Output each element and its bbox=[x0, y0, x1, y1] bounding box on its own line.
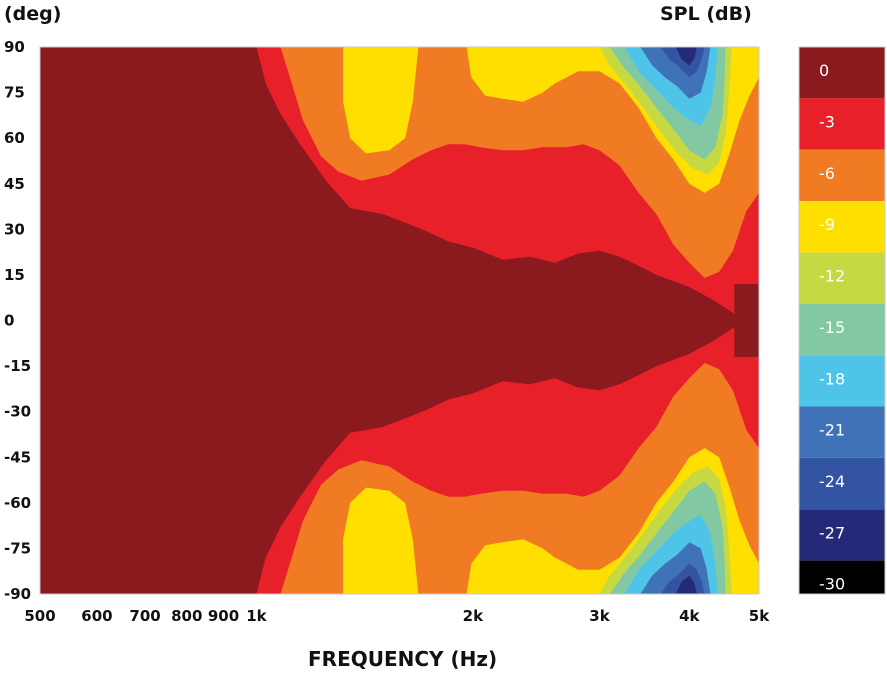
x-tick-label: 800 bbox=[171, 607, 202, 625]
x-tick-label: 500 bbox=[24, 607, 55, 625]
contour-level--27-top bbox=[675, 47, 697, 66]
colorbar-tick-label: -21 bbox=[819, 421, 845, 440]
colorbar: 0 -3 -6 -9 -12 -15 -18 -21 -24 -27 -30 bbox=[798, 46, 886, 595]
colorbar-swatch bbox=[799, 252, 885, 304]
contour-level--9-bottom bbox=[343, 487, 419, 594]
y-tick-label: -45 bbox=[4, 448, 31, 466]
colorbar-tick-label: -18 bbox=[819, 369, 845, 388]
colorbar-tick-label: -27 bbox=[819, 523, 845, 542]
colorbar-swatch bbox=[799, 406, 885, 458]
colorbar-swatch bbox=[799, 47, 885, 99]
x-tick-label: 900 bbox=[208, 607, 239, 625]
colorbar-swatch bbox=[799, 457, 885, 510]
x-tick-label: 600 bbox=[81, 607, 112, 625]
x-tick-label: 2k bbox=[463, 607, 484, 625]
plot-frame bbox=[39, 46, 760, 595]
colorbar-tick-label: -15 bbox=[819, 318, 845, 337]
colorbar-tick-label: 0 bbox=[819, 61, 829, 80]
colorbar-tick-label: -3 bbox=[819, 112, 835, 131]
colorbar-tick-label: -30 bbox=[819, 575, 845, 594]
colorbar-tick-label: -6 bbox=[819, 164, 835, 183]
y-tick-label: -90 bbox=[4, 585, 31, 603]
y-tick-label: 15 bbox=[4, 266, 25, 284]
x-axis-label: FREQUENCY (Hz) bbox=[308, 647, 498, 671]
y-axis-label: (deg) bbox=[4, 3, 62, 25]
colorbar-swatch bbox=[799, 509, 885, 561]
y-tick-label: 90 bbox=[4, 38, 25, 56]
colorbar-tick-label: -24 bbox=[819, 472, 845, 491]
y-tick-label: 30 bbox=[4, 220, 25, 238]
contour-level--27-bottom bbox=[675, 575, 697, 594]
x-axis-ticks: 500 600 700 800 900 1k 2k 3k 4k 5k bbox=[24, 607, 770, 625]
y-tick-label: 60 bbox=[4, 129, 25, 147]
plot-area bbox=[40, 47, 759, 594]
x-tick-label: 1k bbox=[246, 607, 267, 625]
y-tick-label: -75 bbox=[4, 539, 31, 557]
colorbar-tick-label: -9 bbox=[819, 215, 835, 234]
y-tick-label: -15 bbox=[4, 357, 31, 375]
y-tick-label: 0 bbox=[4, 312, 14, 330]
contour-level--9-top bbox=[343, 47, 419, 154]
colorbar-swatch bbox=[799, 201, 885, 253]
colorbar-label: SPL (dB) bbox=[660, 3, 752, 25]
x-tick-label: 700 bbox=[129, 607, 160, 625]
colorbar-frame bbox=[798, 46, 886, 595]
x-tick-label: 3k bbox=[589, 607, 610, 625]
y-axis-ticks: 90 75 60 45 30 15 0 -15 -30 -45 -60 -75 -90 bbox=[4, 38, 31, 603]
y-tick-label: 75 bbox=[4, 84, 25, 102]
y-tick-label: 45 bbox=[4, 175, 25, 193]
x-tick-label: 5k bbox=[749, 607, 770, 625]
colorbar-swatch bbox=[799, 355, 885, 407]
colorbar-swatch bbox=[799, 303, 885, 356]
x-tick-label: 4k bbox=[679, 607, 700, 625]
colorbar-swatch bbox=[799, 98, 885, 150]
y-tick-label: -60 bbox=[4, 494, 31, 512]
colorbar-swatch bbox=[799, 149, 885, 202]
y-tick-label: -30 bbox=[4, 403, 31, 421]
colorbar-tick-label: -12 bbox=[819, 267, 845, 286]
contour-hole-0 bbox=[734, 284, 759, 357]
colorbar-swatch bbox=[799, 560, 885, 594]
